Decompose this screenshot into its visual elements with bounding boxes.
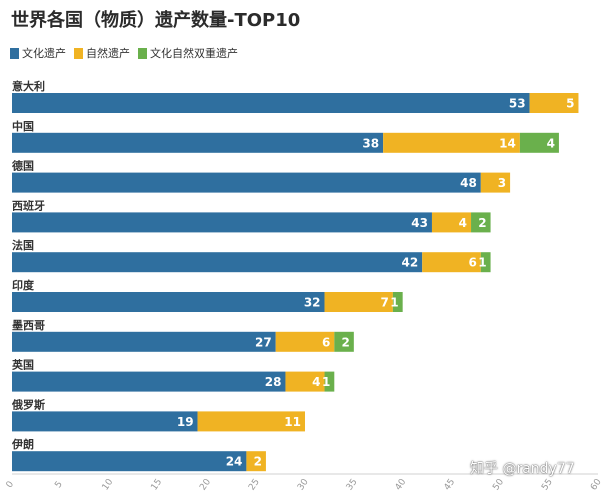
legend-label-mixed: 文化自然双重遗产 (150, 47, 238, 60)
bar-segment (422, 252, 481, 273)
category-label: 英国 (11, 358, 34, 372)
bar-segment (12, 132, 384, 153)
bar-segment (480, 252, 491, 273)
category-label: 法国 (12, 238, 34, 252)
legend-swatch-mixed (138, 47, 147, 59)
data-label: 32 (304, 296, 321, 310)
data-label: 4 (459, 216, 467, 230)
legend-item-mixed: 文化自然双重遗产 (138, 45, 238, 61)
bar-segment (324, 371, 335, 392)
bar-segment (12, 172, 481, 193)
category-label: 俄罗斯 (11, 397, 45, 411)
category-label: 西班牙 (12, 198, 45, 212)
legend-label-cultural: 文化遗产 (22, 47, 66, 60)
bar-segment (12, 411, 198, 432)
data-label: 53 (509, 97, 526, 111)
x-tick-label: 50 (491, 477, 506, 492)
category-label: 印度 (12, 278, 35, 292)
category-label: 德国 (11, 159, 34, 173)
data-label: 4 (312, 375, 320, 389)
data-label: 14 (499, 136, 516, 150)
data-label: 1 (322, 375, 330, 389)
bar-segment (471, 212, 491, 233)
data-label: 6 (468, 256, 476, 270)
data-label: 11 (284, 415, 301, 429)
x-tick-label: 10 (101, 477, 116, 492)
x-tick-label: 5 (53, 480, 64, 490)
x-tick-label: 0 (5, 479, 17, 490)
data-label: 4 (547, 136, 555, 150)
data-label: 2 (254, 455, 262, 469)
data-label: 2 (478, 216, 486, 230)
bar-segment (334, 331, 354, 352)
watermark: 知乎 @randy77 (470, 461, 575, 477)
bar-segment (12, 252, 423, 273)
bar-segment (12, 331, 276, 352)
data-label: 5 (566, 97, 574, 111)
x-tick-label: 40 (394, 477, 409, 492)
legend-swatch-natural (74, 47, 83, 59)
bar-segment (12, 292, 325, 312)
chart-title: 世界各国（物质）遗产数量-TOP10 (11, 10, 301, 31)
x-tick-label: 15 (149, 477, 164, 492)
data-label: 2 (341, 335, 349, 349)
x-tick-label: 60 (589, 477, 604, 492)
legend-swatch-cultural (10, 47, 19, 59)
data-label: 38 (362, 136, 379, 150)
data-label: 24 (226, 455, 243, 469)
x-tick-label: 25 (247, 477, 262, 492)
data-label: 27 (255, 335, 272, 349)
data-label: 6 (322, 335, 330, 349)
x-tick-label: 30 (296, 477, 311, 492)
bar-segment (480, 172, 511, 193)
legend-item-natural: 自然遗产 (74, 45, 130, 61)
x-tick-label: 55 (540, 477, 555, 492)
data-label: 7 (381, 296, 389, 310)
bar-segment (12, 371, 286, 392)
category-label: 意大利 (12, 79, 45, 93)
bar-segment (12, 451, 247, 472)
bar-segment (197, 411, 305, 432)
data-label: 28 (265, 375, 282, 389)
bar-segment (324, 292, 393, 312)
category-label: 中国 (12, 119, 34, 133)
x-tick-label: 35 (345, 477, 360, 492)
data-label: 43 (411, 216, 428, 230)
data-label: 1 (390, 296, 398, 310)
bar-segment (529, 93, 579, 113)
bar-segment (285, 371, 325, 392)
bar-segment (12, 93, 530, 113)
x-tick-label: 20 (198, 477, 213, 492)
data-label: 42 (401, 256, 418, 270)
legend-label-natural: 自然遗产 (86, 47, 130, 60)
data-label: 48 (460, 176, 477, 190)
bar-segment (12, 212, 432, 233)
x-tick-label: 45 (442, 477, 457, 492)
data-label: 19 (177, 415, 194, 429)
bar-segment (519, 132, 559, 153)
bar-segment (392, 292, 403, 312)
bar-segment (383, 132, 520, 153)
bar-segment (431, 212, 472, 233)
legend-item-cultural: 文化遗产 (10, 45, 66, 61)
chart-legend: 文化遗产 自然遗产 文化自然双重遗产 (10, 46, 238, 60)
category-label: 伊朗 (11, 437, 34, 451)
data-label: 1 (478, 256, 486, 270)
bar-segment (275, 331, 335, 352)
bar-segment (246, 451, 266, 472)
category-label: 墨西哥 (12, 319, 45, 332)
data-label: 3 (498, 176, 506, 190)
